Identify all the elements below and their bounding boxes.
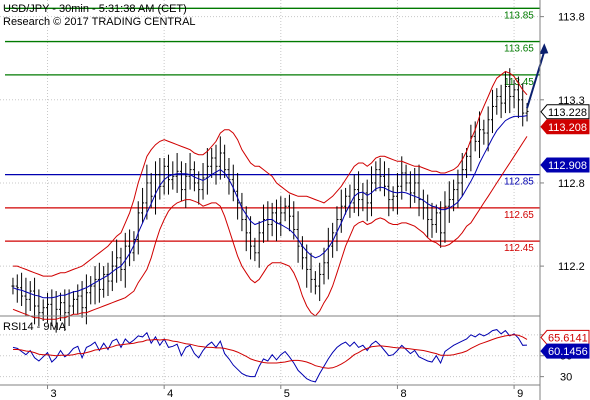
time-tick-label-3: 8 <box>400 388 406 400</box>
chart-subtitle: Research © 2017 TRADING CENTRAL <box>3 16 196 28</box>
price-tag-moving-average: 112.908 <box>540 157 590 173</box>
price-tag-box-last <box>540 104 590 120</box>
rsi-tag-box-rsi-ma <box>540 329 590 345</box>
price-tag-box-upper-band <box>540 119 590 135</box>
time-tick-label-0: 3 <box>51 388 57 400</box>
rsi-tag-box-rsi <box>540 343 590 359</box>
price-tag-upper-band: 113.208 <box>540 119 590 135</box>
forecast-arrow <box>526 50 546 109</box>
forecast-arrow-head <box>539 43 549 55</box>
price-axis-ticks: 113.8 113.3 112.8 112.2 <box>540 12 585 273</box>
price-tag-label-moving-average: 112.908 <box>548 160 587 172</box>
time-tick-label-4: 9 <box>517 388 523 400</box>
price-tags: 113.228 113.208 112.908 <box>540 104 590 173</box>
bollinger-upper-line <box>13 70 528 277</box>
time-axis-ticks: 3 4 5 8 9 <box>47 385 523 400</box>
rsi-value-tags: 65.6141 60.1456 <box>540 329 590 359</box>
level-label-resistance-1: 113.65 <box>504 44 534 55</box>
main-grid <box>0 0 540 316</box>
rsi-tag-label-rsi-ma: 65.6141 <box>548 332 588 344</box>
price-tag-box-moving-average <box>540 157 590 173</box>
price-series <box>11 68 529 333</box>
rsi-tag-rsi-ma: 65.6141 <box>540 329 590 345</box>
rsi-tag-rsi: 60.1456 <box>540 343 590 359</box>
price-tick-label-1: 113.3 <box>558 95 585 107</box>
level-label-support-4: 112.65 <box>504 210 534 221</box>
rsi-tick-label-2: 30 <box>560 372 572 384</box>
level-label-resistance-0: 113.85 <box>504 10 534 21</box>
price-tag-last: 113.228 <box>540 104 590 120</box>
level-label-pivot-3: 112.85 <box>504 177 534 188</box>
time-tick-label-1: 4 <box>167 388 173 400</box>
price-tag-label-upper-band: 113.208 <box>548 122 587 134</box>
rsi-ma-line <box>13 334 528 369</box>
level-label-resistance-2: 113.45 <box>504 77 534 88</box>
rsi-panel-label: RSI14 - 9MA <box>3 321 67 333</box>
time-tick-label-2: 5 <box>284 388 290 400</box>
chart-title: USD/JPY - 30min - 5:31:38 AM (CET) <box>3 3 187 15</box>
level-lines: 113.85 113.65 113.45 112.85 112.65 112.45 <box>5 7 540 254</box>
price-tick-label-0: 113.8 <box>558 12 585 24</box>
price-tick-label-2: 112.8 <box>558 178 585 190</box>
rsi-tag-label-rsi: 60.1456 <box>548 346 588 358</box>
rsi-grid <box>0 316 540 385</box>
price-tag-label-last: 113.228 <box>548 107 587 119</box>
level-label-support-5: 112.45 <box>504 243 534 254</box>
moving-average-line <box>12 115 528 299</box>
price-tick-label-3: 112.2 <box>558 261 585 273</box>
bollinger-lower-line <box>12 136 528 320</box>
